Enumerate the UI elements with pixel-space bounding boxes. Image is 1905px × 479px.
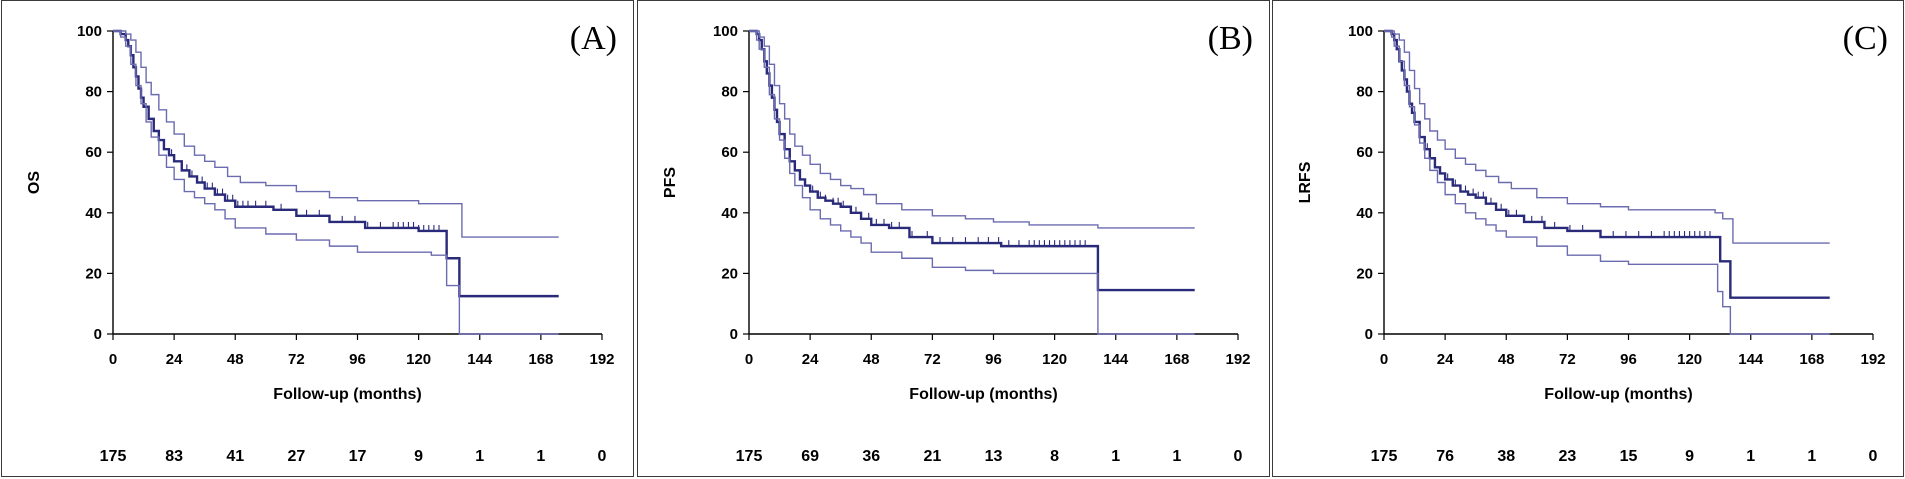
at-risk-count: 1 (1111, 448, 1120, 465)
at-risk-count: 15 (1620, 448, 1638, 465)
x-tick-label: 192 (1225, 351, 1250, 368)
x-tick-label: 120 (406, 351, 431, 368)
x-tick-label: 24 (166, 351, 183, 368)
x-tick-label: 144 (1738, 351, 1764, 368)
x-tick-label: 48 (227, 351, 244, 368)
at-risk-count: 1 (1172, 448, 1181, 465)
x-tick-label: 96 (1620, 351, 1637, 368)
x-tick-label: 72 (924, 351, 941, 368)
x-tick-label: 72 (1559, 351, 1576, 368)
x-tick-label: 48 (1498, 351, 1515, 368)
at-risk-count: 23 (1558, 448, 1576, 465)
km-curve-estimate (749, 29, 1195, 292)
at-risk-count: 41 (226, 448, 244, 465)
at-risk-count: 0 (1869, 448, 1878, 465)
y-tick-label: 60 (721, 144, 738, 161)
y-axis-title: PFS (662, 167, 679, 198)
x-tick-label: 192 (1860, 351, 1885, 368)
x-tick-label: 144 (467, 351, 493, 368)
at-risk-count: 83 (165, 448, 183, 465)
panel-letter: (A) (570, 20, 617, 57)
at-risk-count: 38 (1497, 448, 1515, 465)
y-tick-label: 80 (1356, 84, 1373, 101)
x-tick-label: 96 (349, 351, 366, 368)
at-risk-count: 76 (1436, 448, 1454, 465)
at-risk-count: 1 (1807, 448, 1816, 465)
x-tick-label: 168 (528, 351, 553, 368)
km-curve-estimate (113, 29, 559, 298)
x-tick-label: 144 (1103, 351, 1129, 368)
x-tick-label: 0 (1380, 351, 1388, 368)
x-tick-label: 0 (745, 351, 753, 368)
y-tick-label: 100 (77, 23, 102, 40)
at-risk-count: 17 (349, 448, 367, 465)
km-curve-upper (1384, 30, 1830, 244)
at-risk-count: 0 (1234, 448, 1243, 465)
y-tick-label: 100 (713, 23, 738, 40)
y-tick-label: 20 (85, 265, 102, 282)
km-curve-lower (749, 30, 1195, 335)
y-tick-label: 0 (94, 326, 102, 343)
y-tick-label: 80 (721, 84, 738, 101)
chart-a: 0 20 40 60 80 100 0 24 48 72 96 120 144 168 192 Follow-… (26, 20, 617, 465)
x-tick-label: 168 (1799, 351, 1824, 368)
x-tick-label: 168 (1164, 351, 1189, 368)
y-tick-label: 100 (1348, 23, 1373, 40)
panel-letter: (B) (1208, 20, 1253, 57)
km-curve-lower (113, 30, 559, 335)
at-risk-count: 0 (598, 448, 607, 465)
at-risk-count: 1 (536, 448, 545, 465)
x-tick-label: 72 (288, 351, 305, 368)
y-tick-label: 40 (721, 205, 738, 222)
x-axis-title: Follow-up (months) (909, 386, 1057, 403)
y-tick-label: 40 (85, 205, 102, 222)
y-tick-label: 40 (1356, 205, 1373, 222)
y-tick-label: 20 (1356, 265, 1373, 282)
x-tick-label: 0 (109, 351, 117, 368)
y-axis-title: OS (26, 171, 43, 194)
x-axis-title: Follow-up (months) (273, 386, 421, 403)
at-risk-count: 21 (923, 448, 941, 465)
x-tick-label: 24 (1437, 351, 1454, 368)
y-axis-title: LRFS (1297, 161, 1314, 203)
at-risk-count: 27 (287, 448, 305, 465)
y-tick-label: 60 (1356, 144, 1373, 161)
at-risk-count: 175 (100, 448, 127, 465)
y-tick-label: 0 (730, 326, 738, 343)
x-tick-label: 192 (589, 351, 614, 368)
panel-c: 0 20 40 60 80 100 0 24 48 72 96 120 144 168 192 Follow-… (1272, 0, 1904, 477)
panel-b: 0 20 40 60 80 100 0 24 48 72 96 120 144 168 192 Follow-… (637, 0, 1270, 477)
at-risk-count: 8 (1050, 448, 1059, 465)
y-tick-label: 80 (85, 84, 102, 101)
km-curve-upper (113, 30, 559, 238)
chart-c: 0 20 40 60 80 100 0 24 48 72 96 120 144 168 192 Follow-… (1297, 20, 1888, 465)
at-risk-count: 1 (1746, 448, 1755, 465)
panel-letter: (C) (1843, 20, 1888, 57)
x-tick-label: 120 (1042, 351, 1067, 368)
at-risk-count: 36 (862, 448, 880, 465)
y-tick-label: 20 (721, 265, 738, 282)
at-risk-count: 9 (414, 448, 423, 465)
at-risk-count: 69 (801, 448, 819, 465)
km-curve-estimate (1384, 29, 1830, 299)
x-tick-label: 48 (863, 351, 880, 368)
at-risk-count: 9 (1685, 448, 1694, 465)
at-risk-count: 13 (985, 448, 1003, 465)
km-curve-lower (1384, 30, 1830, 335)
panel-a: 0 20 40 60 80 100 0 24 48 72 96 120 144 168 192 Follow-… (1, 0, 634, 477)
x-tick-label: 120 (1677, 351, 1702, 368)
km-curve-upper (749, 30, 1195, 229)
y-tick-label: 0 (1365, 326, 1373, 343)
at-risk-count: 175 (736, 448, 763, 465)
at-risk-count: 175 (1371, 448, 1398, 465)
x-tick-label: 96 (985, 351, 1002, 368)
x-tick-label: 24 (802, 351, 819, 368)
at-risk-count: 1 (475, 448, 484, 465)
y-tick-label: 60 (85, 144, 102, 161)
x-axis-title: Follow-up (months) (1544, 386, 1692, 403)
